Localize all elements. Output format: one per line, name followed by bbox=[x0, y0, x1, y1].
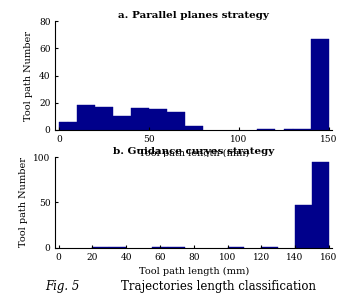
Bar bbox=[59, 122, 68, 130]
Title: b. Guidance curves strategy: b. Guidance curves strategy bbox=[113, 147, 274, 156]
Bar bbox=[92, 247, 109, 248]
Bar bbox=[293, 129, 311, 130]
Bar bbox=[131, 108, 149, 130]
X-axis label: Tool path length (mm): Tool path length (mm) bbox=[139, 149, 249, 159]
Bar bbox=[152, 247, 169, 248]
Y-axis label: Tool path Number: Tool path Number bbox=[19, 157, 28, 247]
Y-axis label: Tool path Number: Tool path Number bbox=[25, 31, 34, 120]
Bar bbox=[312, 162, 329, 248]
Bar bbox=[77, 105, 95, 130]
Bar bbox=[169, 247, 185, 248]
Text: Trajectories length classification: Trajectories length classification bbox=[121, 280, 316, 293]
Bar bbox=[284, 129, 293, 130]
Title: a. Parallel planes strategy: a. Parallel planes strategy bbox=[118, 11, 269, 20]
Text: Fig. 5: Fig. 5 bbox=[45, 280, 79, 293]
X-axis label: Tool path length (mm): Tool path length (mm) bbox=[139, 267, 249, 276]
Bar bbox=[109, 247, 126, 248]
Bar bbox=[149, 110, 167, 130]
Bar bbox=[113, 116, 131, 130]
Bar bbox=[228, 247, 244, 248]
Bar bbox=[257, 129, 275, 130]
Bar bbox=[185, 126, 203, 130]
Bar bbox=[295, 205, 312, 248]
Bar bbox=[261, 247, 278, 248]
Bar bbox=[311, 39, 329, 130]
Bar bbox=[95, 107, 113, 130]
Bar bbox=[68, 122, 77, 130]
Bar bbox=[167, 112, 185, 130]
